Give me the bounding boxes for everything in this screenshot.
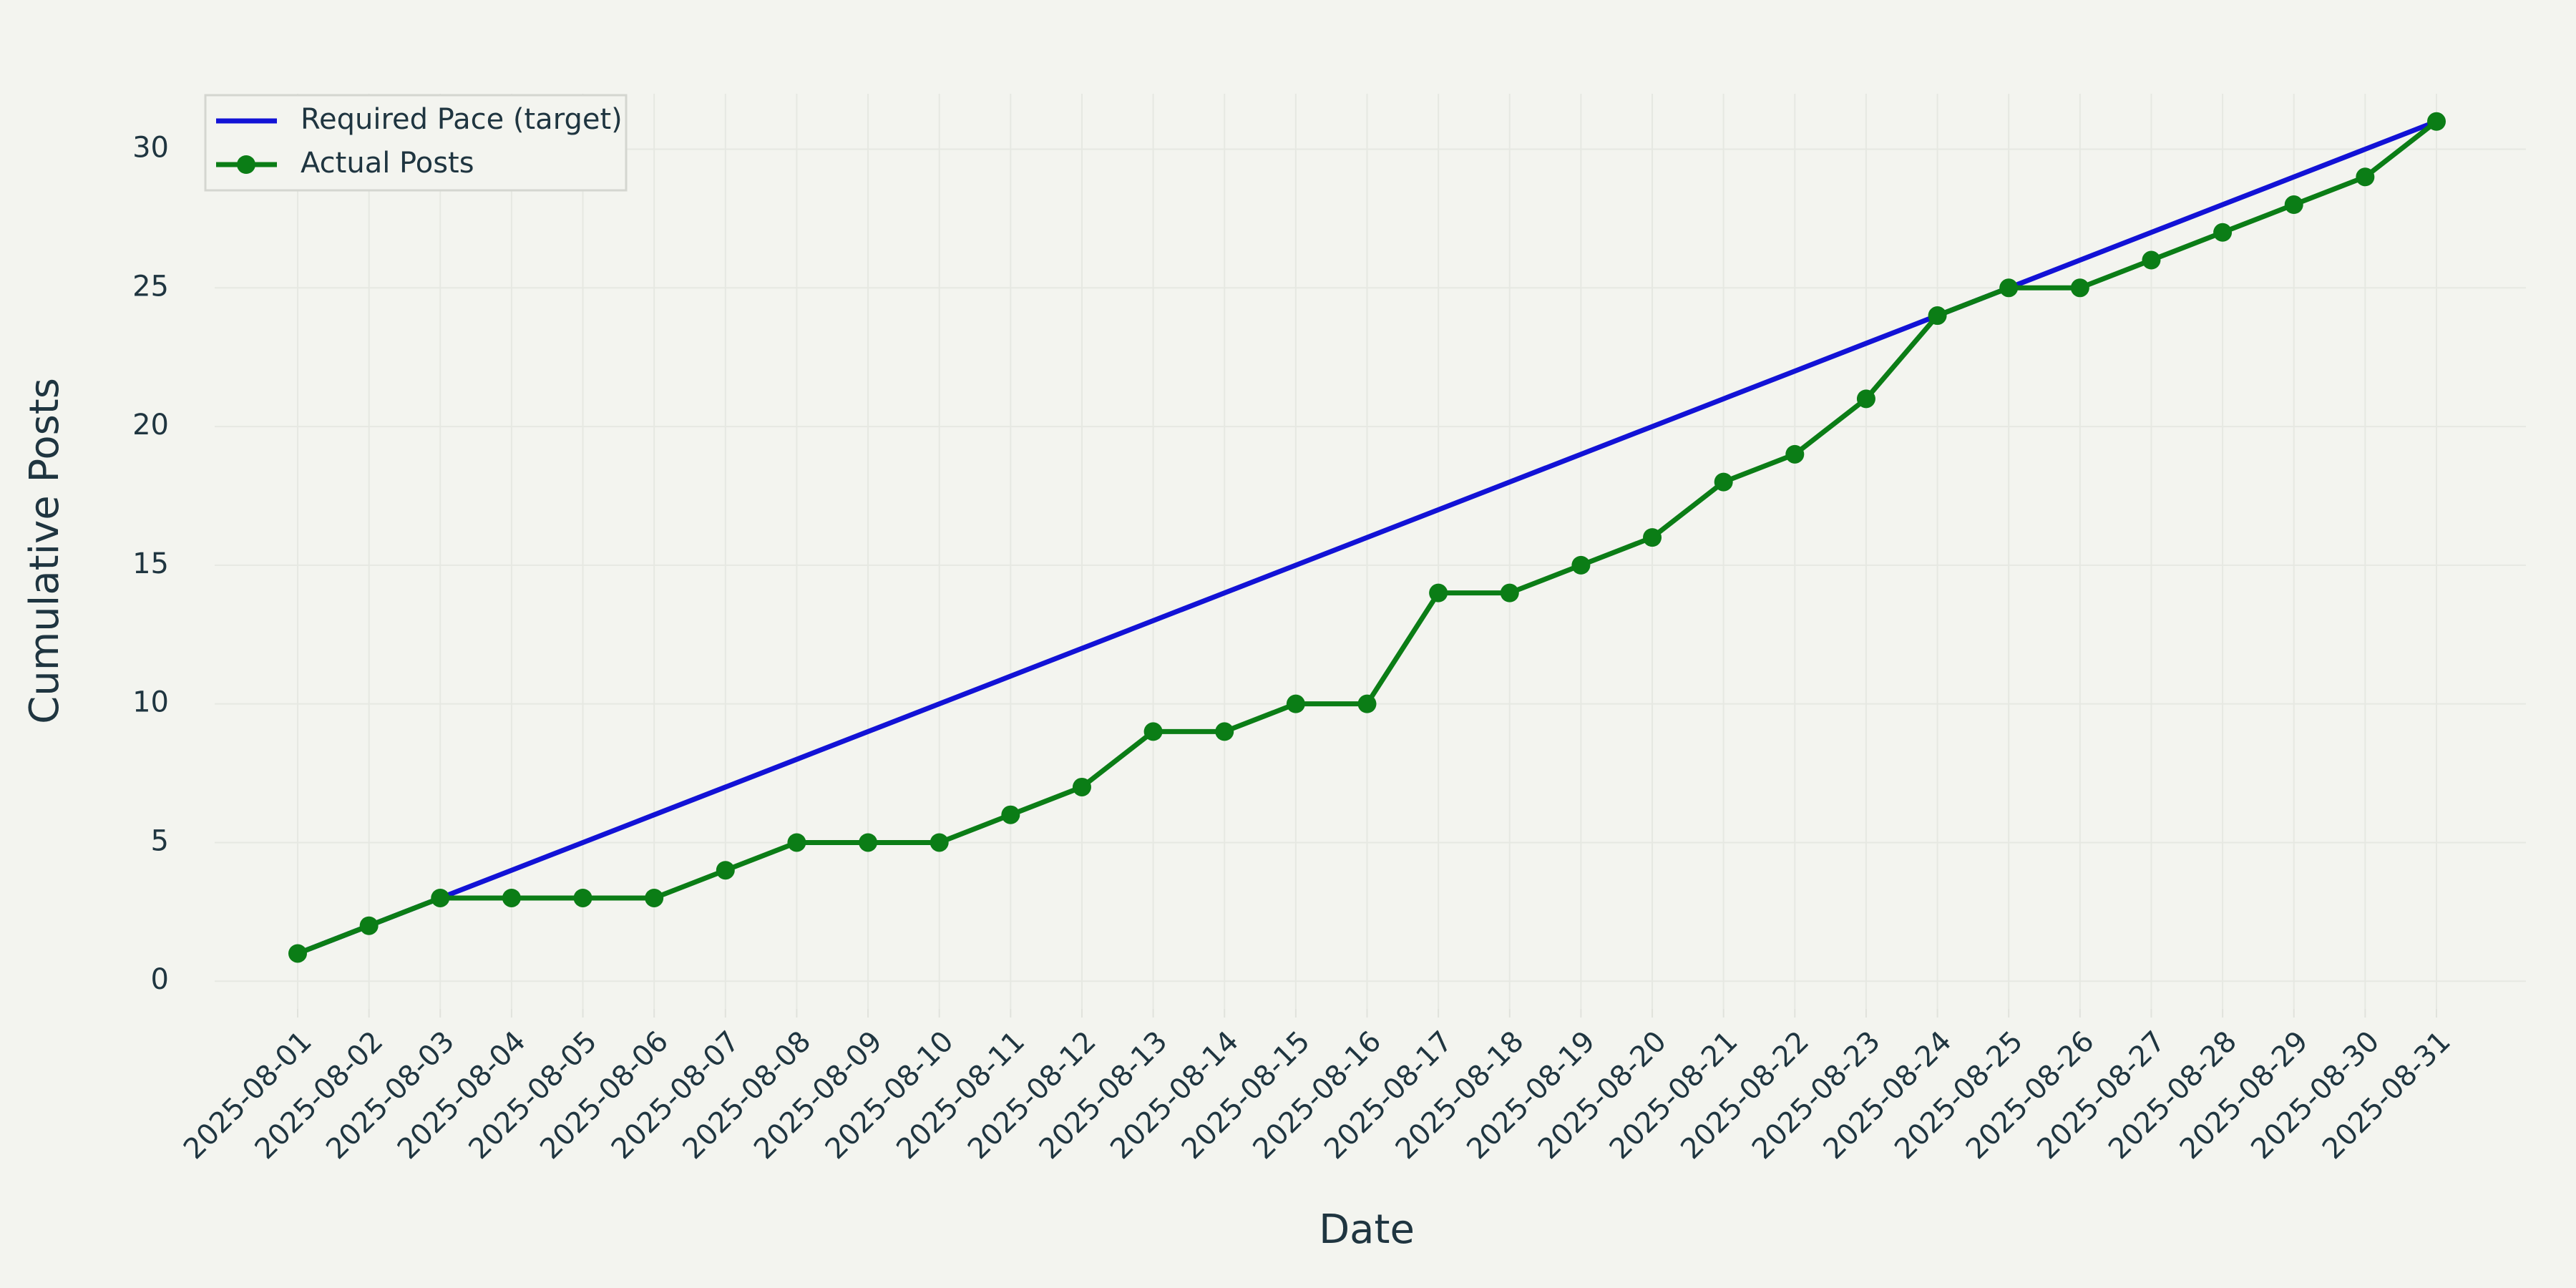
point xyxy=(573,888,592,907)
x-axis-title: Date xyxy=(1319,1206,1415,1253)
y-tick-label: 0 xyxy=(151,963,169,996)
point xyxy=(2284,195,2303,215)
point xyxy=(787,833,806,852)
point xyxy=(2427,112,2446,131)
point xyxy=(1001,805,1020,824)
legend-label: Required Pace (target) xyxy=(301,103,623,136)
point xyxy=(359,916,379,935)
point xyxy=(288,944,307,963)
point xyxy=(1714,472,1733,492)
point xyxy=(2070,278,2089,298)
point xyxy=(1286,694,1305,713)
point xyxy=(1643,528,1662,547)
point xyxy=(716,861,735,880)
point xyxy=(1856,389,1875,409)
point xyxy=(1143,722,1163,741)
point xyxy=(502,888,521,907)
point xyxy=(1215,722,1234,741)
point xyxy=(1785,444,1805,464)
y-tick-label: 5 xyxy=(151,824,169,857)
legend-box xyxy=(204,94,628,192)
point xyxy=(1999,278,2019,298)
point xyxy=(859,833,878,852)
grid xyxy=(215,94,2526,1018)
plot xyxy=(288,112,2446,963)
y-tick-label: 20 xyxy=(132,409,169,441)
y-tick-label: 25 xyxy=(132,270,169,303)
legend-label: Actual Posts xyxy=(301,147,474,180)
point xyxy=(1072,777,1091,796)
point xyxy=(1429,583,1448,602)
point xyxy=(431,888,450,907)
y-axis-title: Cumulative Posts xyxy=(21,378,68,724)
point xyxy=(2356,167,2375,187)
y-tick-label: 30 xyxy=(132,132,169,165)
point xyxy=(1571,555,1591,575)
point xyxy=(2213,223,2233,242)
y-tick-label: 15 xyxy=(132,547,169,580)
point xyxy=(2142,250,2161,270)
y-tick-label: 10 xyxy=(132,686,169,719)
point xyxy=(1357,694,1377,713)
legend-marker xyxy=(237,155,255,174)
point xyxy=(1500,583,1519,602)
point xyxy=(645,888,664,907)
legend: Required Pace (target) Actual Posts xyxy=(204,94,628,192)
point xyxy=(930,833,949,852)
series-line xyxy=(296,119,2438,956)
point xyxy=(1928,306,1947,326)
